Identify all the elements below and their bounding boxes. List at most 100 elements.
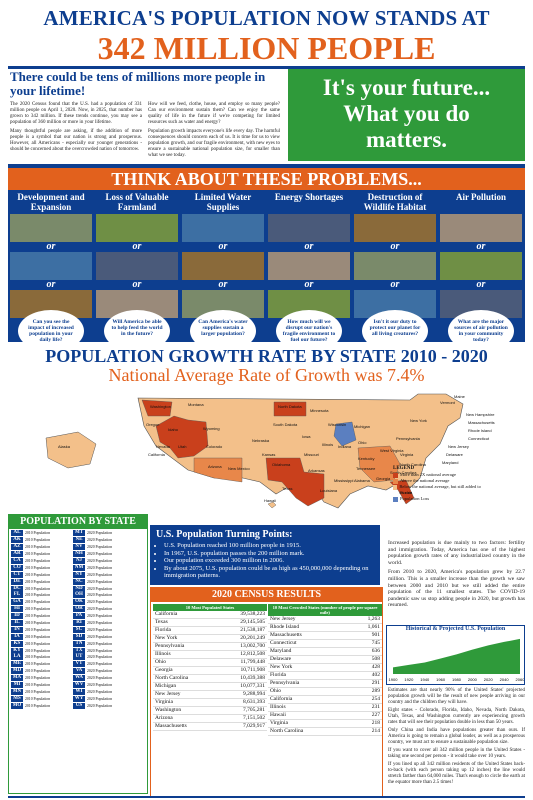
pop-label: 2020 Population xyxy=(87,703,112,708)
pop-label: 2020 Population xyxy=(87,683,112,688)
map-state-label: Maine xyxy=(454,394,466,399)
state-row: GA 2010 Population OK 2020 Population xyxy=(11,599,145,606)
map-state-label: Washington xyxy=(150,404,171,409)
census-results-panel: 2020 CENSUS RESULTS 10 Most Populated St… xyxy=(150,587,383,797)
problem-6: Air Pollution or or What are the major sour… xyxy=(438,190,524,352)
us-growth-map: Alaska Washington Montana North Dakota Minne… xyxy=(45,393,495,509)
pop-label: 2020 Population xyxy=(87,669,112,674)
intro-column-1: The 2020 Census found that the U.S. had … xyxy=(10,102,142,153)
map-state-label: Tennessee xyxy=(356,466,376,471)
state-row: DC 2010 Population ND 2020 Population xyxy=(11,585,145,592)
state-name: Washington xyxy=(153,706,218,715)
map-state-label: Missouri xyxy=(304,452,319,457)
or-label: or xyxy=(46,241,56,252)
state-value: 12,812,508 xyxy=(217,650,267,659)
state-row: MD 2010 Population VA 2020 Population xyxy=(11,668,145,675)
map-state-label: Georgia xyxy=(376,476,391,481)
state-abbrev: TN xyxy=(73,640,85,647)
state-pop-labels: 2020 Population xyxy=(87,552,135,556)
map-state-label: New Jersey xyxy=(448,444,469,449)
state-row: MN 2010 Population WI 2020 Population xyxy=(11,688,145,695)
map-state-label: West Virginia xyxy=(380,448,404,453)
state-abbrev: DC xyxy=(11,585,23,592)
state-value: 10,077,331 xyxy=(217,682,267,691)
map-state-label: Florida xyxy=(400,490,413,495)
map-state-label: Arkansas xyxy=(308,468,325,473)
state-pop-labels: 2010 Population xyxy=(25,635,73,639)
state-value: 39,538,223 xyxy=(217,611,267,619)
most-populated-table: 10 Most Populated States California 39,53… xyxy=(153,604,267,731)
pop-label: 2010 Population xyxy=(25,614,50,619)
population-by-state-heading: POPULATION BY STATE xyxy=(9,515,147,529)
problem-question: Isn't it our duty to protect our planet … xyxy=(362,310,428,352)
state-abbrev: NY xyxy=(73,571,85,578)
state-abbrev: NE xyxy=(73,537,85,544)
legend-item: Above the national average xyxy=(393,478,483,484)
state-abbrev: MT xyxy=(73,530,85,537)
state-value: 7,705,281 xyxy=(217,706,267,715)
state-row: MS 2010 Population WY 2020 Population xyxy=(11,695,145,702)
text-paragraph: From 2010 to 2020, America's population … xyxy=(388,569,525,609)
state-name: California xyxy=(153,611,218,619)
or-label: or xyxy=(132,279,142,290)
state-value: 508 xyxy=(347,655,382,664)
or-label: or xyxy=(304,241,314,252)
state-pop-labels: 2020 Population xyxy=(87,662,135,666)
pop-label: 2010 Population xyxy=(25,689,50,694)
problem-question: Can you see the impact of increased popu… xyxy=(18,310,84,352)
state-pop-labels: 2010 Population xyxy=(25,676,73,680)
table-row: Florida 21,538,187 xyxy=(153,626,267,635)
map-legend: LEGEND More than 2X national average Abov… xyxy=(393,466,483,502)
table-row: Massachusetts 901 xyxy=(268,631,382,640)
table-row: Illinois 12,812,508 xyxy=(153,650,267,659)
problem-photo xyxy=(354,214,436,242)
map-state-label: Alaska xyxy=(58,444,71,449)
pop-label: 2010 Population xyxy=(25,579,50,584)
or-label: or xyxy=(390,241,400,252)
x-tick-label: 2020 xyxy=(484,677,494,682)
map-state-label: Delaware xyxy=(446,452,464,457)
state-name: Arizona xyxy=(153,714,218,723)
pop-label: 2020 Population xyxy=(87,545,112,550)
right-text-top: Increased population is due mainly to tw… xyxy=(388,540,525,609)
pop-label: 2010 Population xyxy=(25,586,50,591)
map-state-label: Kentucky xyxy=(358,456,374,461)
state-value: 231 xyxy=(347,703,382,712)
problem-photo xyxy=(268,252,350,280)
state-pop-labels: 2010 Population xyxy=(25,587,73,591)
pop-label: 2020 Population xyxy=(87,593,112,598)
legend-label: Population Loss xyxy=(400,496,430,501)
state-name: Texas xyxy=(153,618,218,627)
state-pop-labels: 2010 Population xyxy=(25,669,73,673)
chart-title: Historical & Projected U.S. Population xyxy=(405,626,506,632)
table-row: New York 20,201,249 xyxy=(153,634,267,643)
state-pop-labels: 2020 Population xyxy=(87,635,135,639)
state-abbrev: NM xyxy=(73,564,85,571)
problem-photo xyxy=(268,214,350,242)
x-tick-label: 2040 xyxy=(500,677,510,682)
pop-label: 2010 Population xyxy=(25,538,50,543)
table-row: Ohio 289 xyxy=(268,687,382,696)
map-state-label: Indiana xyxy=(338,444,352,449)
state-pop-labels: 2020 Population xyxy=(87,642,135,646)
state-abbrev: OK xyxy=(73,599,85,606)
table-row: California 254 xyxy=(268,695,382,704)
map-state-label: Wisconsin xyxy=(328,422,346,427)
state-row: DE 2010 Population NC 2020 Population xyxy=(11,578,145,585)
map-state-label: North Dakota xyxy=(278,404,302,409)
state-row: ID 2010 Population PA 2020 Population xyxy=(11,613,145,620)
state-pop-labels: 2020 Population xyxy=(87,607,135,611)
state-pop-labels: 2020 Population xyxy=(87,697,135,701)
problem-title: Energy Shortages xyxy=(274,192,344,202)
state-pop-labels: 2020 Population xyxy=(87,669,135,673)
map-state-label: Mississippi xyxy=(334,478,353,483)
map-state-label: Nevada xyxy=(156,444,171,449)
state-name: Pennsylvania xyxy=(268,679,348,688)
state-pop-labels: 2010 Population xyxy=(25,697,73,701)
callout-line: What you do xyxy=(343,101,470,126)
state-abbrev: AK xyxy=(11,537,23,544)
state-abbrev: NH xyxy=(73,551,85,558)
problem-photo xyxy=(96,214,178,242)
state-name: New York xyxy=(268,663,348,672)
x-tick-label: 1940 xyxy=(420,677,430,682)
